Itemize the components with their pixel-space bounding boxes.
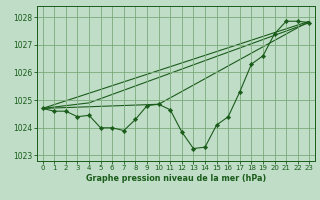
X-axis label: Graphe pression niveau de la mer (hPa): Graphe pression niveau de la mer (hPa): [86, 174, 266, 183]
